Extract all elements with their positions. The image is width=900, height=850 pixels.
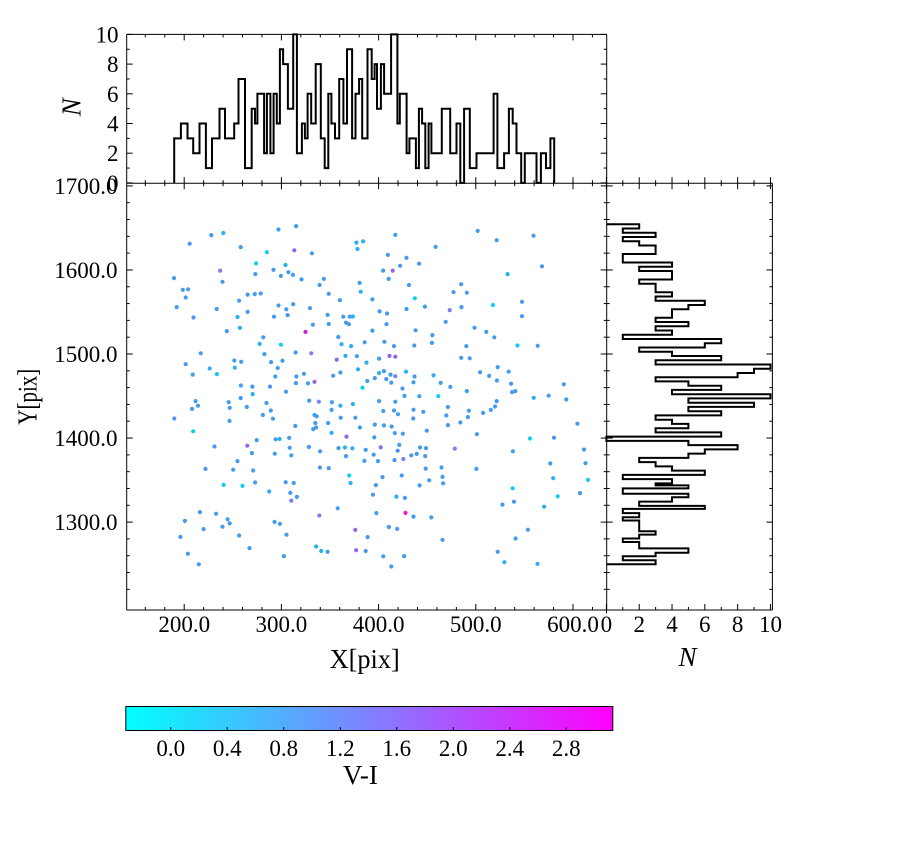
svg-text:0: 0 (601, 612, 613, 637)
svg-text:1700.0: 1700.0 (54, 174, 117, 199)
svg-text:6: 6 (699, 612, 711, 637)
svg-text:1.6: 1.6 (382, 736, 411, 761)
svg-text:200.0: 200.0 (158, 612, 210, 637)
svg-text:2: 2 (633, 612, 645, 637)
svg-text:10: 10 (759, 612, 782, 637)
svg-text:N: N (677, 642, 698, 672)
svg-text:6: 6 (107, 82, 119, 107)
svg-text:300.0: 300.0 (256, 612, 308, 637)
svg-text:4: 4 (666, 612, 678, 637)
svg-text:1600.0: 1600.0 (54, 258, 117, 283)
svg-text:0.4: 0.4 (213, 736, 242, 761)
svg-text:2: 2 (107, 141, 119, 166)
svg-text:500.0: 500.0 (450, 612, 502, 637)
svg-text:V-I: V-I (343, 760, 378, 790)
svg-text:1400.0: 1400.0 (54, 426, 117, 451)
svg-text:600.0: 600.0 (547, 612, 599, 637)
svg-text:1500.0: 1500.0 (54, 342, 117, 367)
svg-text:1300.0: 1300.0 (54, 510, 117, 535)
svg-text:1.2: 1.2 (326, 736, 355, 761)
svg-text:0.8: 0.8 (269, 736, 298, 761)
svg-text:Y[pix]: Y[pix] (13, 369, 43, 425)
svg-text:0: 0 (107, 171, 119, 196)
svg-text:0.0: 0.0 (156, 736, 185, 761)
svg-text:4: 4 (107, 112, 119, 137)
svg-text:X[pix]: X[pix] (330, 644, 400, 674)
svg-text:400.0: 400.0 (353, 612, 405, 637)
svg-text:8: 8 (107, 52, 119, 77)
svg-text:8: 8 (732, 612, 744, 637)
svg-text:N: N (57, 96, 87, 117)
svg-text:2.0: 2.0 (439, 736, 468, 761)
svg-text:2.4: 2.4 (495, 736, 524, 761)
svg-text:10: 10 (96, 22, 119, 47)
svg-text:2.8: 2.8 (552, 736, 581, 761)
